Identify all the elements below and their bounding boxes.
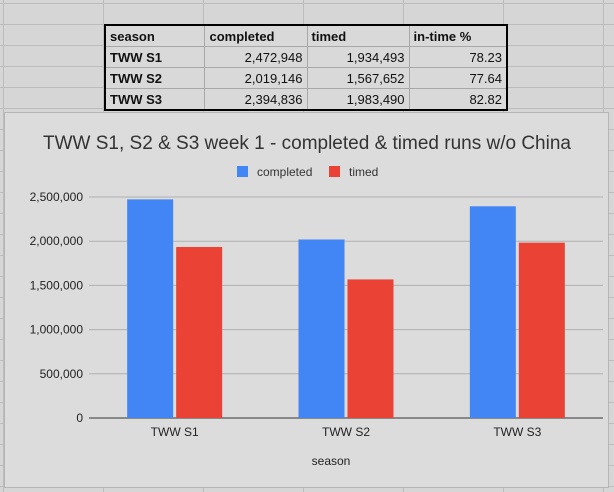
bar-completed-tww-s3[interactable] [469,206,516,418]
cell-season[interactable]: TWW S1 [105,46,206,68]
y-tick-label: 0 [76,411,83,425]
chart-panel[interactable]: TWW S1, S2 & S3 week 1 - completed & tim… [4,112,609,488]
bar-completed-tww-s1[interactable] [127,199,174,418]
y-tick-label: 2,000,000 [30,234,84,248]
legend-label-completed[interactable]: completed [257,165,312,179]
bar-timed-tww-s3[interactable] [518,242,565,418]
bar-timed-tww-s1[interactable] [176,246,223,418]
y-tick-label: 1,000,000 [30,323,84,337]
bar-completed-tww-s2[interactable] [298,239,345,418]
cell-completed[interactable]: 2,472,948 [204,46,308,68]
x-tick-label: TWW S2 [322,425,370,439]
header-in-time-pct[interactable]: in-time % [409,25,508,47]
y-tick-label: 2,500,000 [30,190,84,204]
data-table: season completed timed in-time % TWW S1 … [104,24,508,111]
x-tick-label: TWW S3 [493,425,541,439]
table-row: TWW S1 2,472,948 1,934,493 78.23 [105,46,508,68]
bar-timed-tww-s2[interactable] [347,279,394,418]
x-tick-label: TWW S1 [151,425,199,439]
y-tick-label: 1,500,000 [30,278,84,292]
x-axis-title: season [312,454,351,468]
header-completed[interactable]: completed [204,25,308,47]
legend: completed timed [237,165,378,179]
bar-chart: TWW S1, S2 & S3 week 1 - completed & tim… [30,133,603,468]
cell-timed[interactable]: 1,567,652 [307,67,410,89]
gridlines [89,196,603,419]
table-header-row: season completed timed in-time % [105,25,508,47]
cell-season[interactable]: TWW S3 [105,88,206,111]
table-row: TWW S2 2,019,146 1,567,652 77.64 [105,67,508,89]
table-row: TWW S3 2,394,836 1,983,490 82.82 [105,88,508,111]
header-season[interactable]: season [105,25,206,47]
legend-swatch-timed [329,166,340,177]
cell-timed[interactable]: 1,934,493 [307,46,410,68]
legend-swatch-completed [237,166,248,177]
chart-title: TWW S1, S2 & S3 week 1 - completed & tim… [43,133,571,154]
legend-label-timed[interactable]: timed [349,165,378,179]
cell-timed[interactable]: 1,983,490 [307,88,410,111]
cell-completed[interactable]: 2,394,836 [204,88,308,111]
cell-completed[interactable]: 2,019,146 [204,67,308,89]
y-axis: 0 500,000 1,000,000 1,500,000 2,000,000 2,500… [30,190,84,425]
header-timed[interactable]: timed [307,25,410,47]
cell-in-time-pct[interactable]: 82.82 [409,88,508,111]
y-tick-label: 500,000 [40,367,84,381]
cell-in-time-pct[interactable]: 77.64 [409,67,508,89]
cell-season[interactable]: TWW S2 [105,67,206,89]
bars [127,199,565,418]
cell-in-time-pct[interactable]: 78.23 [409,46,508,68]
x-axis: TWW S1 TWW S2 TWW S3 [151,425,542,439]
